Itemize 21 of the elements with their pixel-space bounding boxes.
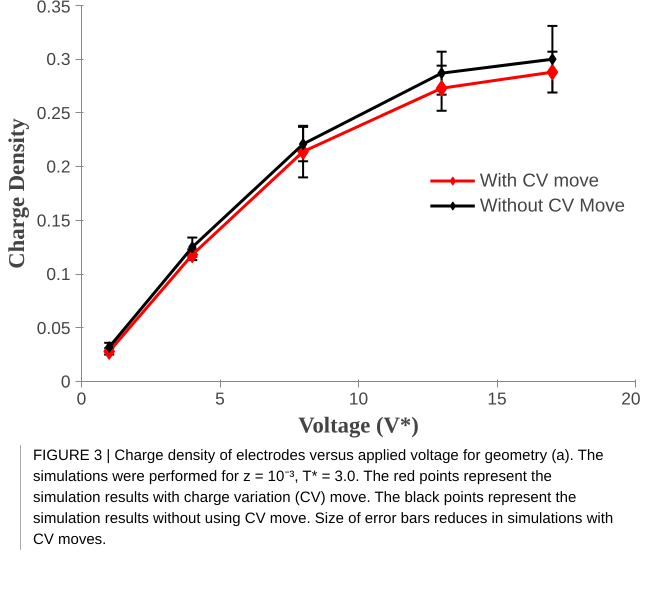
x-axis-title: Voltage (V*) [298, 412, 419, 438]
caption: FIGURE 3 | Charge density of electrodes versus applied voltage for geometry (a). The simulations were performed for z = 10⁻³, T* = 3.0. The red points represent the simulation results with charge variation (CV) move. The black points represent the simulation results without using CV move. Size of error bars reduces in simulations with CV moves. [33, 446, 614, 550]
point [548, 53, 557, 66]
y-tick-label: 0.3 [46, 49, 71, 70]
y-tick-label: 0.2 [46, 156, 71, 177]
point [437, 67, 446, 80]
x-tick-label: 5 [215, 388, 225, 408]
x-tick-label: 15 [487, 388, 507, 408]
x-tick-label: 10 [348, 388, 368, 408]
x-tick-label: 0 [76, 388, 86, 408]
y-tick-label: 0.25 [36, 102, 71, 123]
y-tick-label: 0.35 [36, 0, 71, 16]
legend-label: Without CV Move [480, 194, 625, 216]
y-tick-label: 0.1 [46, 264, 71, 284]
y-tick-label: 0.15 [36, 210, 71, 230]
legend-label: With CV move [480, 170, 600, 192]
y-tick-label: 0.05 [36, 318, 71, 338]
point [298, 138, 308, 150]
y-axis-title: Charge Density [4, 118, 29, 269]
x-tick-label: 20 [621, 388, 641, 408]
y-tick-label: 0 [60, 372, 71, 392]
